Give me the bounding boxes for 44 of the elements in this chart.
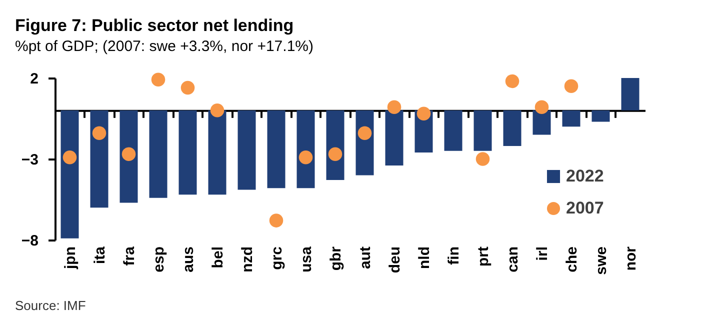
x-tick-label: usa [298, 246, 315, 272]
chart-title: Figure 7: Public sector net lending [15, 16, 294, 35]
point [210, 104, 224, 118]
point [328, 147, 342, 162]
point [151, 72, 166, 86]
point [298, 150, 313, 164]
x-tick-label: nor [622, 246, 640, 271]
x-tick-label: nzd [238, 246, 256, 272]
point [62, 150, 77, 164]
x-tick-label: jpn [62, 246, 79, 270]
x-tick-label: nld [416, 246, 433, 269]
x-tick-label: che [563, 246, 580, 272]
y-tick-label: −3 [21, 152, 38, 168]
chart-subtitle: %pt of GDP; (2007: swe +3.3%, nor +17.1%) [15, 38, 314, 55]
x-tick-label: esp [150, 246, 168, 272]
point [505, 74, 520, 88]
x-tick-label: deu [386, 246, 404, 274]
point [564, 79, 578, 93]
x-tick-label: grc [268, 246, 286, 270]
y-tick-label: 2 [30, 70, 38, 88]
x-tick-label: can [504, 246, 522, 272]
point [180, 80, 195, 95]
x-tick-label: aut [356, 246, 374, 269]
point [416, 106, 431, 121]
x-tick-label: fra [120, 246, 138, 266]
x-tick-label: fin [445, 246, 462, 265]
x-tick-label: prt [474, 246, 492, 266]
point [92, 126, 106, 140]
point [122, 147, 136, 162]
legend-label: 2007 [566, 198, 604, 218]
x-tick-label: irl [534, 246, 551, 261]
point [269, 214, 284, 228]
legend-label: 2022 [566, 166, 604, 186]
point [358, 126, 372, 140]
y-tick-label: −8 [21, 232, 38, 250]
point [387, 100, 402, 114]
x-tick-label: swe [592, 246, 610, 275]
x-tick-label: ita [91, 246, 108, 264]
x-tick-label: aus [180, 246, 197, 272]
x-tick-label: gbr [327, 246, 344, 271]
x-tick-label: bel [209, 246, 226, 268]
source-note: Source: IMF [15, 298, 86, 313]
point [476, 152, 490, 166]
point [534, 100, 549, 114]
